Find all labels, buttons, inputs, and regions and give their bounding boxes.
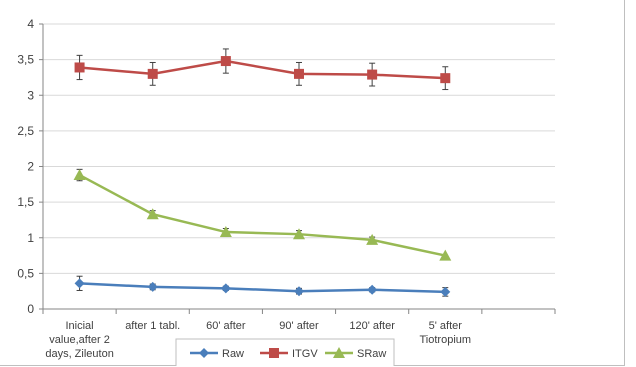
data-point-marker [73,169,86,181]
series-sraw [73,168,452,261]
data-point-marker [220,283,231,294]
x-tick-label: 60' after [206,320,246,332]
data-point-marker [333,347,345,358]
y-tick-label: 3,5 [17,53,34,67]
data-point-marker [439,249,452,261]
legend-item-raw: Raw [190,348,244,360]
data-point-marker [147,281,158,292]
x-tick-label: after 1 tabl. [125,320,180,332]
series-itgv [74,48,451,91]
data-point-marker [294,286,304,297]
data-point-marker [269,348,279,358]
data-point-marker [367,69,378,80]
series-line [79,282,446,294]
y-axis-tick-labels: 0 0,5 1 1,5 2 2,5 3 3,5 4 [17,17,34,316]
legend-label: SRaw [357,348,386,360]
series-raw [74,275,451,297]
series-line [79,59,446,80]
legend-label: Raw [222,348,244,360]
data-point-marker [220,56,231,67]
data-point-marker [74,278,85,289]
data-point-marker [74,62,85,73]
data-point-marker [199,348,209,358]
data-point-marker [294,68,304,79]
data-point-marker [367,284,378,295]
x-tick-label: 90' after [279,320,319,332]
data-point-marker [219,226,232,238]
series-layer [73,48,452,297]
data-point-marker [147,68,158,79]
y-tick-label: 0,5 [17,266,34,280]
y-tick-label: 2 [27,160,34,174]
y-tick-label: 2,5 [17,124,34,138]
x-tick-label: 5' after Tiotropium [420,320,472,346]
axes [39,23,556,314]
y-tick-label: 0 [27,302,34,316]
x-tick-label: 120' after [349,320,395,332]
legend-label: ITGV [292,348,318,360]
data-point-marker [440,286,451,297]
legend-item-sraw: SRaw [325,347,386,360]
y-tick-label: 3 [27,88,34,102]
data-point-marker [293,228,305,240]
y-tick-label: 1 [27,231,34,245]
data-point-marker [366,233,379,245]
legend-item-itgv: ITGV [260,348,318,360]
y-tick-label: 4 [27,17,34,31]
legend: Raw ITGV SRaw [175,338,395,366]
data-point-marker [440,73,451,84]
series-line [78,173,446,257]
data-point-marker [146,208,159,220]
x-tick-label: Inicial value,after 2 days, Zileuton [45,320,113,360]
x-axis-tick-labels: Inicial value,after 2 days, Zileuton after … [45,320,472,360]
y-tick-label: 1,5 [17,195,34,209]
